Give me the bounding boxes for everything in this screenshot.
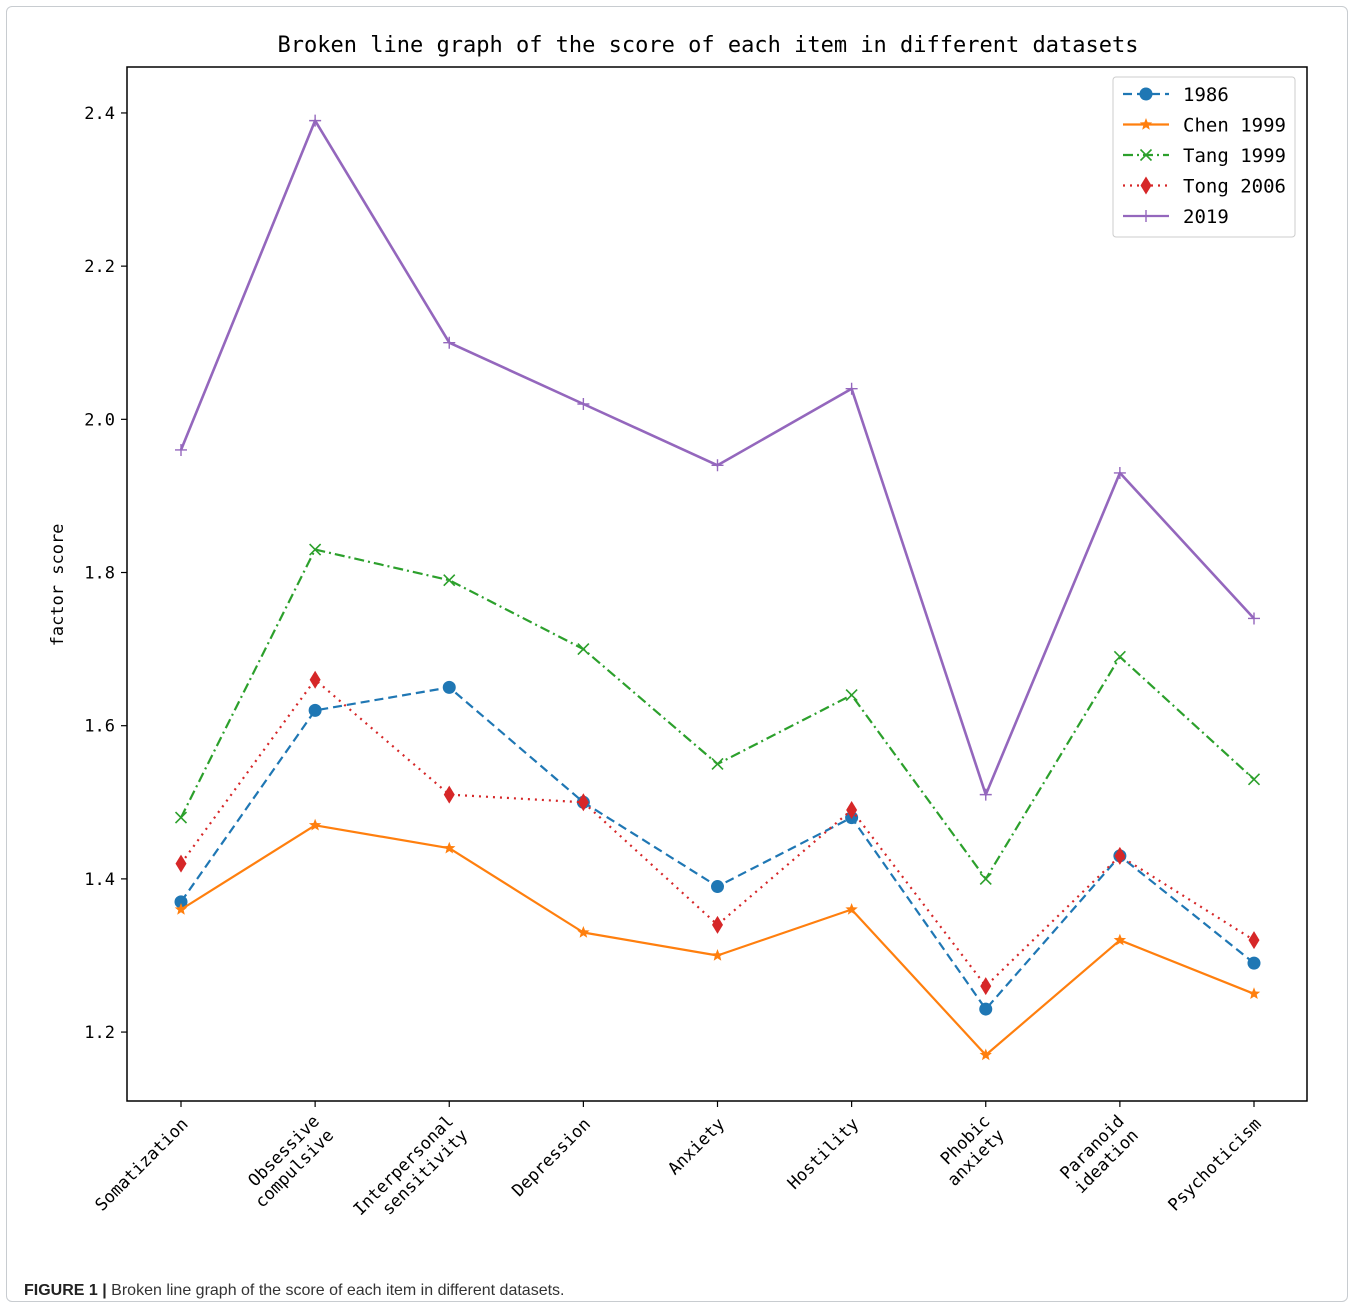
data-point	[309, 670, 321, 689]
data-point	[174, 903, 188, 915]
data-point	[980, 977, 992, 996]
x-tick-label: Depression	[508, 1114, 595, 1201]
y-tick-label: 1.4	[84, 870, 115, 890]
data-point	[1248, 931, 1260, 950]
y-tick-label: 2.0	[84, 410, 115, 430]
data-point	[577, 926, 590, 938]
data-point	[711, 757, 724, 771]
data-point	[577, 643, 590, 656]
legend-marker	[1139, 148, 1153, 162]
data-point	[979, 1002, 993, 1016]
legend-marker	[1140, 210, 1152, 222]
x-tick-label: Somatization	[92, 1114, 193, 1215]
data-point	[1113, 933, 1127, 946]
data-point	[1113, 466, 1126, 479]
figure-caption: FIGURE 1 | Broken line graph of the scor…	[24, 1282, 564, 1300]
x-tick-label: Hostility	[784, 1114, 863, 1193]
data-point	[979, 872, 992, 885]
data-point	[711, 459, 724, 472]
legend-box	[1112, 76, 1296, 238]
data-point	[308, 818, 322, 831]
data-point	[845, 382, 858, 395]
data-point	[443, 785, 455, 804]
legend: 1986 Chen 1999 Tang 1999 Tong 2006 2019	[1112, 76, 1296, 238]
x-tick-label: Phobicanxiety	[930, 1112, 1009, 1191]
y-tick-label: 1.6	[84, 717, 115, 737]
data-point	[577, 793, 589, 812]
series-line-0	[180, 686, 1255, 1011]
series-line-3	[180, 678, 1255, 988]
data-point	[1247, 773, 1261, 786]
data-point	[308, 703, 322, 717]
legend-label: Chen 1999	[1183, 115, 1286, 137]
data-point	[711, 880, 724, 894]
caption-text: Broken line graph of the score of each i…	[111, 1282, 565, 1299]
data-point	[979, 1048, 992, 1061]
legend-label: 1986	[1183, 84, 1229, 106]
data-point	[711, 949, 724, 961]
data-point	[309, 114, 322, 127]
line-chart: Broken line graph of the score of each i…	[48, 33, 1308, 1234]
data-point	[442, 680, 456, 694]
data-point	[443, 841, 456, 854]
legend-label: Tang 1999	[1183, 145, 1286, 167]
data-point	[846, 800, 858, 819]
data-point	[1113, 650, 1126, 663]
data-point	[845, 903, 858, 915]
data-point	[1247, 987, 1261, 999]
legend-marker	[1139, 87, 1153, 101]
data-point	[1247, 956, 1261, 970]
data-point	[845, 688, 858, 702]
y-tick-label: 2.4	[84, 104, 115, 124]
plot-area	[126, 66, 1308, 1102]
chart-title: Broken line graph of the score of each i…	[278, 33, 1139, 58]
legend-marker	[1139, 118, 1153, 130]
x-tick-label: Psychoticism	[1165, 1114, 1266, 1215]
data-point	[712, 915, 723, 934]
legend-label: Tong 2006	[1183, 176, 1286, 198]
x-tick-label: Paranoidideation	[1057, 1112, 1143, 1198]
data-point	[979, 788, 992, 801]
x-tick-label: Anxiety	[664, 1114, 729, 1179]
series-line-4	[179, 119, 1255, 796]
data-point	[443, 336, 456, 349]
x-tick-label: Interpersonalsensitivity	[350, 1112, 472, 1234]
y-tick-label: 2.2	[84, 257, 115, 277]
data-point	[175, 854, 187, 873]
data-point	[443, 574, 456, 587]
legend-marker	[1140, 176, 1152, 195]
data-point	[1248, 612, 1260, 625]
y-tick-label: 1.2	[84, 1023, 115, 1043]
series-line-1	[180, 824, 1255, 1057]
x-tick-label: Obsessivecompulsive	[237, 1112, 338, 1213]
data-point	[309, 543, 322, 556]
y-axis-label: factor score	[48, 524, 68, 647]
y-tick-label: 1.8	[84, 564, 115, 584]
data-point	[174, 895, 188, 909]
legend-label: 2019	[1183, 206, 1229, 228]
data-point	[577, 398, 590, 411]
data-point	[174, 811, 188, 824]
data-point	[175, 443, 187, 456]
data-point	[1114, 846, 1126, 865]
caption-label: FIGURE 1 |	[24, 1282, 107, 1299]
